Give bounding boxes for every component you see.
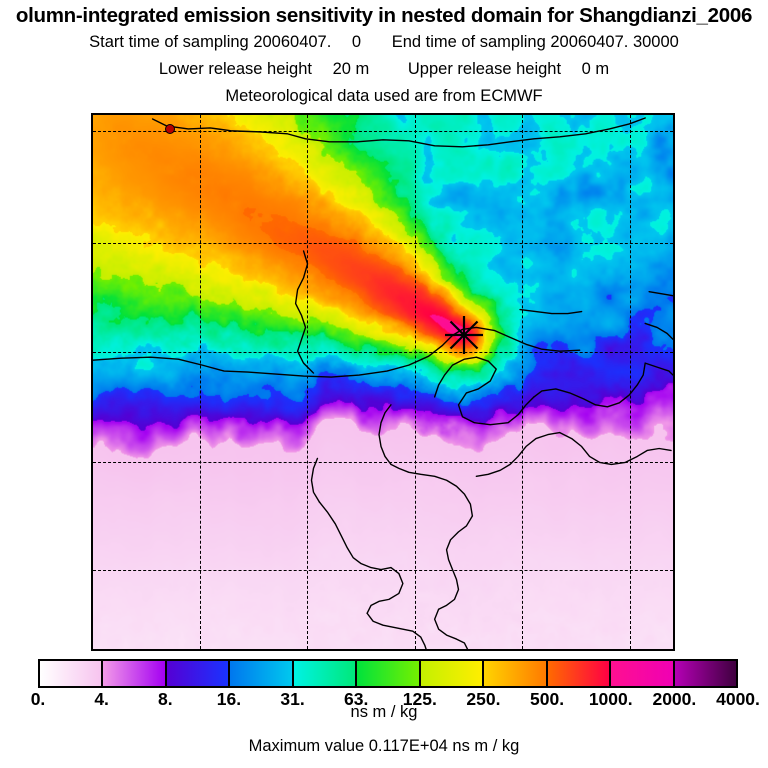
colorbar-segment bbox=[357, 661, 421, 686]
start-time-value: 0 bbox=[351, 33, 362, 51]
colorbar-tick-label: 8. bbox=[157, 689, 173, 709]
colorbar-tick-label: 125. bbox=[402, 689, 437, 709]
release-height-line: Lower release height 20 m Upper release … bbox=[0, 60, 768, 79]
colorbar-tick-label: 16. bbox=[216, 689, 242, 709]
colorbar-tick-label: 31. bbox=[280, 689, 305, 709]
start-time-label: Start time of sampling bbox=[89, 33, 249, 51]
heatmap-canvas bbox=[93, 115, 673, 649]
colorbar-segment bbox=[420, 661, 485, 686]
colorbar-tick-label: 2000. bbox=[652, 689, 697, 709]
colorbar-segment bbox=[611, 661, 675, 686]
colorbar-segment bbox=[484, 661, 548, 686]
colorbar-tick-label: 63. bbox=[344, 689, 369, 709]
colorbar-tick-label: 4. bbox=[94, 689, 109, 709]
colorbar-tick-label: 4000. bbox=[716, 689, 760, 709]
colorbar: 0. 4. 8. 16. 31. 63. 125. 250. 500. 1000. 2000. 400… bbox=[31, 659, 760, 709]
meteorological-source-line: Meteorological data used are from ECMWF bbox=[225, 87, 543, 105]
end-time-label: End time of sampling bbox=[391, 33, 546, 51]
colorbar-segment bbox=[103, 661, 167, 686]
colorbar-segment bbox=[293, 661, 358, 686]
colorbar-segment bbox=[40, 661, 104, 686]
lower-release-height-label: Lower release height bbox=[158, 60, 312, 78]
end-time-value: 30000 bbox=[632, 33, 679, 51]
upper-release-height-value: 0 m bbox=[581, 60, 610, 78]
colorbar-tick-label: 0. bbox=[30, 689, 46, 709]
colorbar-segment bbox=[674, 661, 736, 686]
lower-release-height-value: 20 m bbox=[332, 60, 370, 78]
emission-sensitivity-field bbox=[93, 115, 673, 649]
colorbar-segment bbox=[230, 661, 294, 686]
map-plot-panel bbox=[91, 113, 675, 651]
colorbar-gradient-strip bbox=[38, 659, 738, 688]
start-date-value: 20060407. bbox=[253, 33, 332, 51]
colorbar-tick-label: 500. bbox=[530, 689, 565, 709]
colorbar-tick-label: 1000. bbox=[588, 689, 633, 709]
colorbar-units-label: ns m / kg bbox=[350, 703, 418, 721]
colorbar-tick-labels: 0. 4. 8. 16. 31. 63. 125. 250. 500. 1000. 2000. 400… bbox=[31, 689, 760, 711]
upper-release-height-label: Upper release height bbox=[407, 60, 562, 78]
maximum-value-label: Maximum value 0.117E+04 ns m / kg bbox=[248, 737, 520, 755]
page-title: olumn-integrated emission sensitivity in… bbox=[15, 4, 753, 27]
colorbar-segment bbox=[166, 661, 231, 686]
colorbar-segment bbox=[547, 661, 612, 686]
city-marker-dot bbox=[165, 124, 175, 134]
sampling-time-line: Start time of sampling 20060407. 0 End t… bbox=[0, 33, 768, 52]
colorbar-tick-label: 250. bbox=[466, 689, 501, 709]
end-date-value: 20060407. bbox=[550, 33, 629, 51]
